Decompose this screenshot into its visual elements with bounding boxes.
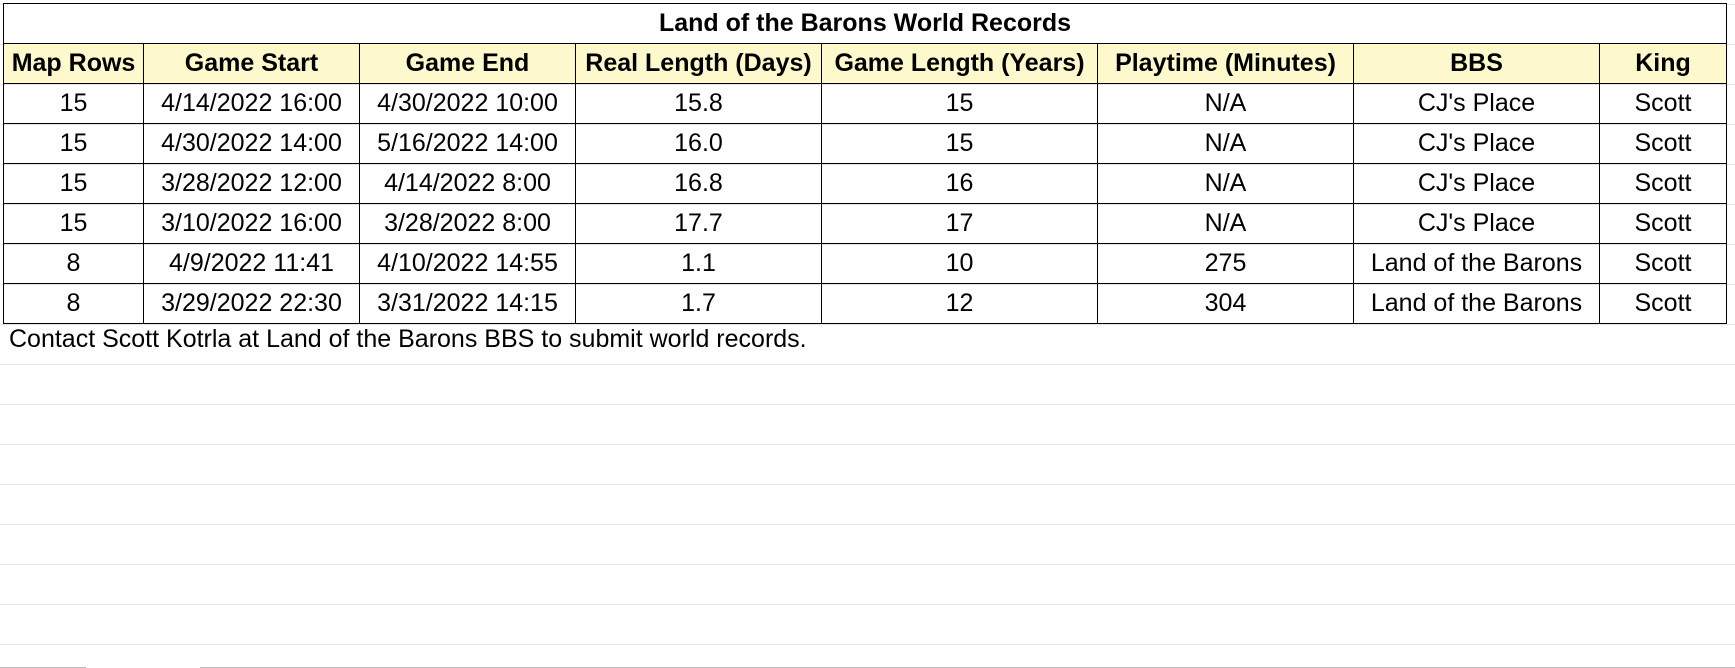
cell-real-length[interactable]: 1.7 xyxy=(575,283,822,324)
cell-game-start[interactable]: 4/30/2022 14:00 xyxy=(143,123,360,164)
cell-bbs[interactable]: CJ's Place xyxy=(1353,163,1600,204)
cell-game-end[interactable]: 4/14/2022 8:00 xyxy=(359,163,576,204)
column-header-map-rows[interactable]: Map Rows xyxy=(3,43,144,84)
world-records-table: Land of the Barons World Records Map Row… xyxy=(3,3,1727,324)
cell-real-length[interactable]: 17.7 xyxy=(575,203,822,244)
cell-bbs[interactable]: CJ's Place xyxy=(1353,83,1600,124)
column-header-playtime[interactable]: Playtime (Minutes) xyxy=(1097,43,1354,84)
cell-king[interactable]: Scott xyxy=(1599,203,1727,244)
column-header-game-end[interactable]: Game End xyxy=(359,43,576,84)
table-row: 8 3/29/2022 22:30 3/31/2022 14:15 1.7 12… xyxy=(3,283,1727,324)
cell-game-start[interactable]: 4/9/2022 11:41 xyxy=(143,243,360,284)
cell-real-length[interactable]: 15.8 xyxy=(575,83,822,124)
cell-king[interactable]: Scott xyxy=(1599,83,1727,124)
cell-game-start[interactable]: 3/29/2022 22:30 xyxy=(143,283,360,324)
column-header-bbs[interactable]: BBS xyxy=(1353,43,1600,84)
cell-map-rows[interactable]: 15 xyxy=(3,203,144,244)
cell-bbs[interactable]: CJ's Place xyxy=(1353,123,1600,164)
table-row: 15 3/10/2022 16:00 3/28/2022 8:00 17.7 1… xyxy=(3,203,1727,244)
cell-playtime[interactable]: N/A xyxy=(1097,203,1354,244)
cell-game-start[interactable]: 3/28/2022 12:00 xyxy=(143,163,360,204)
cell-game-end[interactable]: 3/28/2022 8:00 xyxy=(359,203,576,244)
cell-map-rows[interactable]: 8 xyxy=(3,243,144,284)
cell-game-length[interactable]: 12 xyxy=(821,283,1098,324)
table-title[interactable]: Land of the Barons World Records xyxy=(3,3,1727,44)
table-row: 15 4/30/2022 14:00 5/16/2022 14:00 16.0 … xyxy=(3,123,1727,164)
column-header-game-length[interactable]: Game Length (Years) xyxy=(821,43,1098,84)
cell-king[interactable]: Scott xyxy=(1599,283,1727,324)
cell-king[interactable]: Scott xyxy=(1599,243,1727,284)
cell-bbs[interactable]: Land of the Barons xyxy=(1353,243,1600,284)
cell-real-length[interactable]: 16.8 xyxy=(575,163,822,204)
cell-real-length[interactable]: 1.1 xyxy=(575,243,822,284)
cell-playtime[interactable]: 304 xyxy=(1097,283,1354,324)
cell-game-length[interactable]: 17 xyxy=(821,203,1098,244)
column-header-real-length[interactable]: Real Length (Days) xyxy=(575,43,822,84)
cell-game-length[interactable]: 15 xyxy=(821,83,1098,124)
cell-real-length[interactable]: 16.0 xyxy=(575,123,822,164)
cell-playtime[interactable]: N/A xyxy=(1097,83,1354,124)
cell-map-rows[interactable]: 8 xyxy=(3,283,144,324)
cell-map-rows[interactable]: 15 xyxy=(3,163,144,204)
table-row: 15 3/28/2022 12:00 4/14/2022 8:00 16.8 1… xyxy=(3,163,1727,204)
cell-king[interactable]: Scott xyxy=(1599,163,1727,204)
header-row: Map Rows Game Start Game End Real Length… xyxy=(3,43,1727,84)
table-row: 8 4/9/2022 11:41 4/10/2022 14:55 1.1 10 … xyxy=(3,243,1727,284)
table-row: 15 4/14/2022 16:00 4/30/2022 10:00 15.8 … xyxy=(3,83,1727,124)
cell-bbs[interactable]: CJ's Place xyxy=(1353,203,1600,244)
cell-map-rows[interactable]: 15 xyxy=(3,83,144,124)
cell-game-start[interactable]: 3/10/2022 16:00 xyxy=(143,203,360,244)
cell-map-rows[interactable]: 15 xyxy=(3,123,144,164)
cell-game-end[interactable]: 4/30/2022 10:00 xyxy=(359,83,576,124)
cell-playtime[interactable]: 275 xyxy=(1097,243,1354,284)
cell-king[interactable]: Scott xyxy=(1599,123,1727,164)
cell-game-start[interactable]: 4/14/2022 16:00 xyxy=(143,83,360,124)
cell-game-length[interactable]: 10 xyxy=(821,243,1098,284)
cell-game-length[interactable]: 15 xyxy=(821,123,1098,164)
cell-playtime[interactable]: N/A xyxy=(1097,163,1354,204)
column-header-game-start[interactable]: Game Start xyxy=(143,43,360,84)
cell-bbs[interactable]: Land of the Barons xyxy=(1353,283,1600,324)
cell-game-length[interactable]: 16 xyxy=(821,163,1098,204)
cell-game-end[interactable]: 5/16/2022 14:00 xyxy=(359,123,576,164)
submission-note[interactable]: Contact Scott Kotrla at Land of the Baro… xyxy=(9,325,807,353)
spreadsheet-area: Land of the Barons World Records Map Row… xyxy=(3,3,1727,324)
column-header-king[interactable]: King xyxy=(1599,43,1727,84)
cell-game-end[interactable]: 3/31/2022 14:15 xyxy=(359,283,576,324)
cell-playtime[interactable]: N/A xyxy=(1097,123,1354,164)
cell-game-end[interactable]: 4/10/2022 14:55 xyxy=(359,243,576,284)
